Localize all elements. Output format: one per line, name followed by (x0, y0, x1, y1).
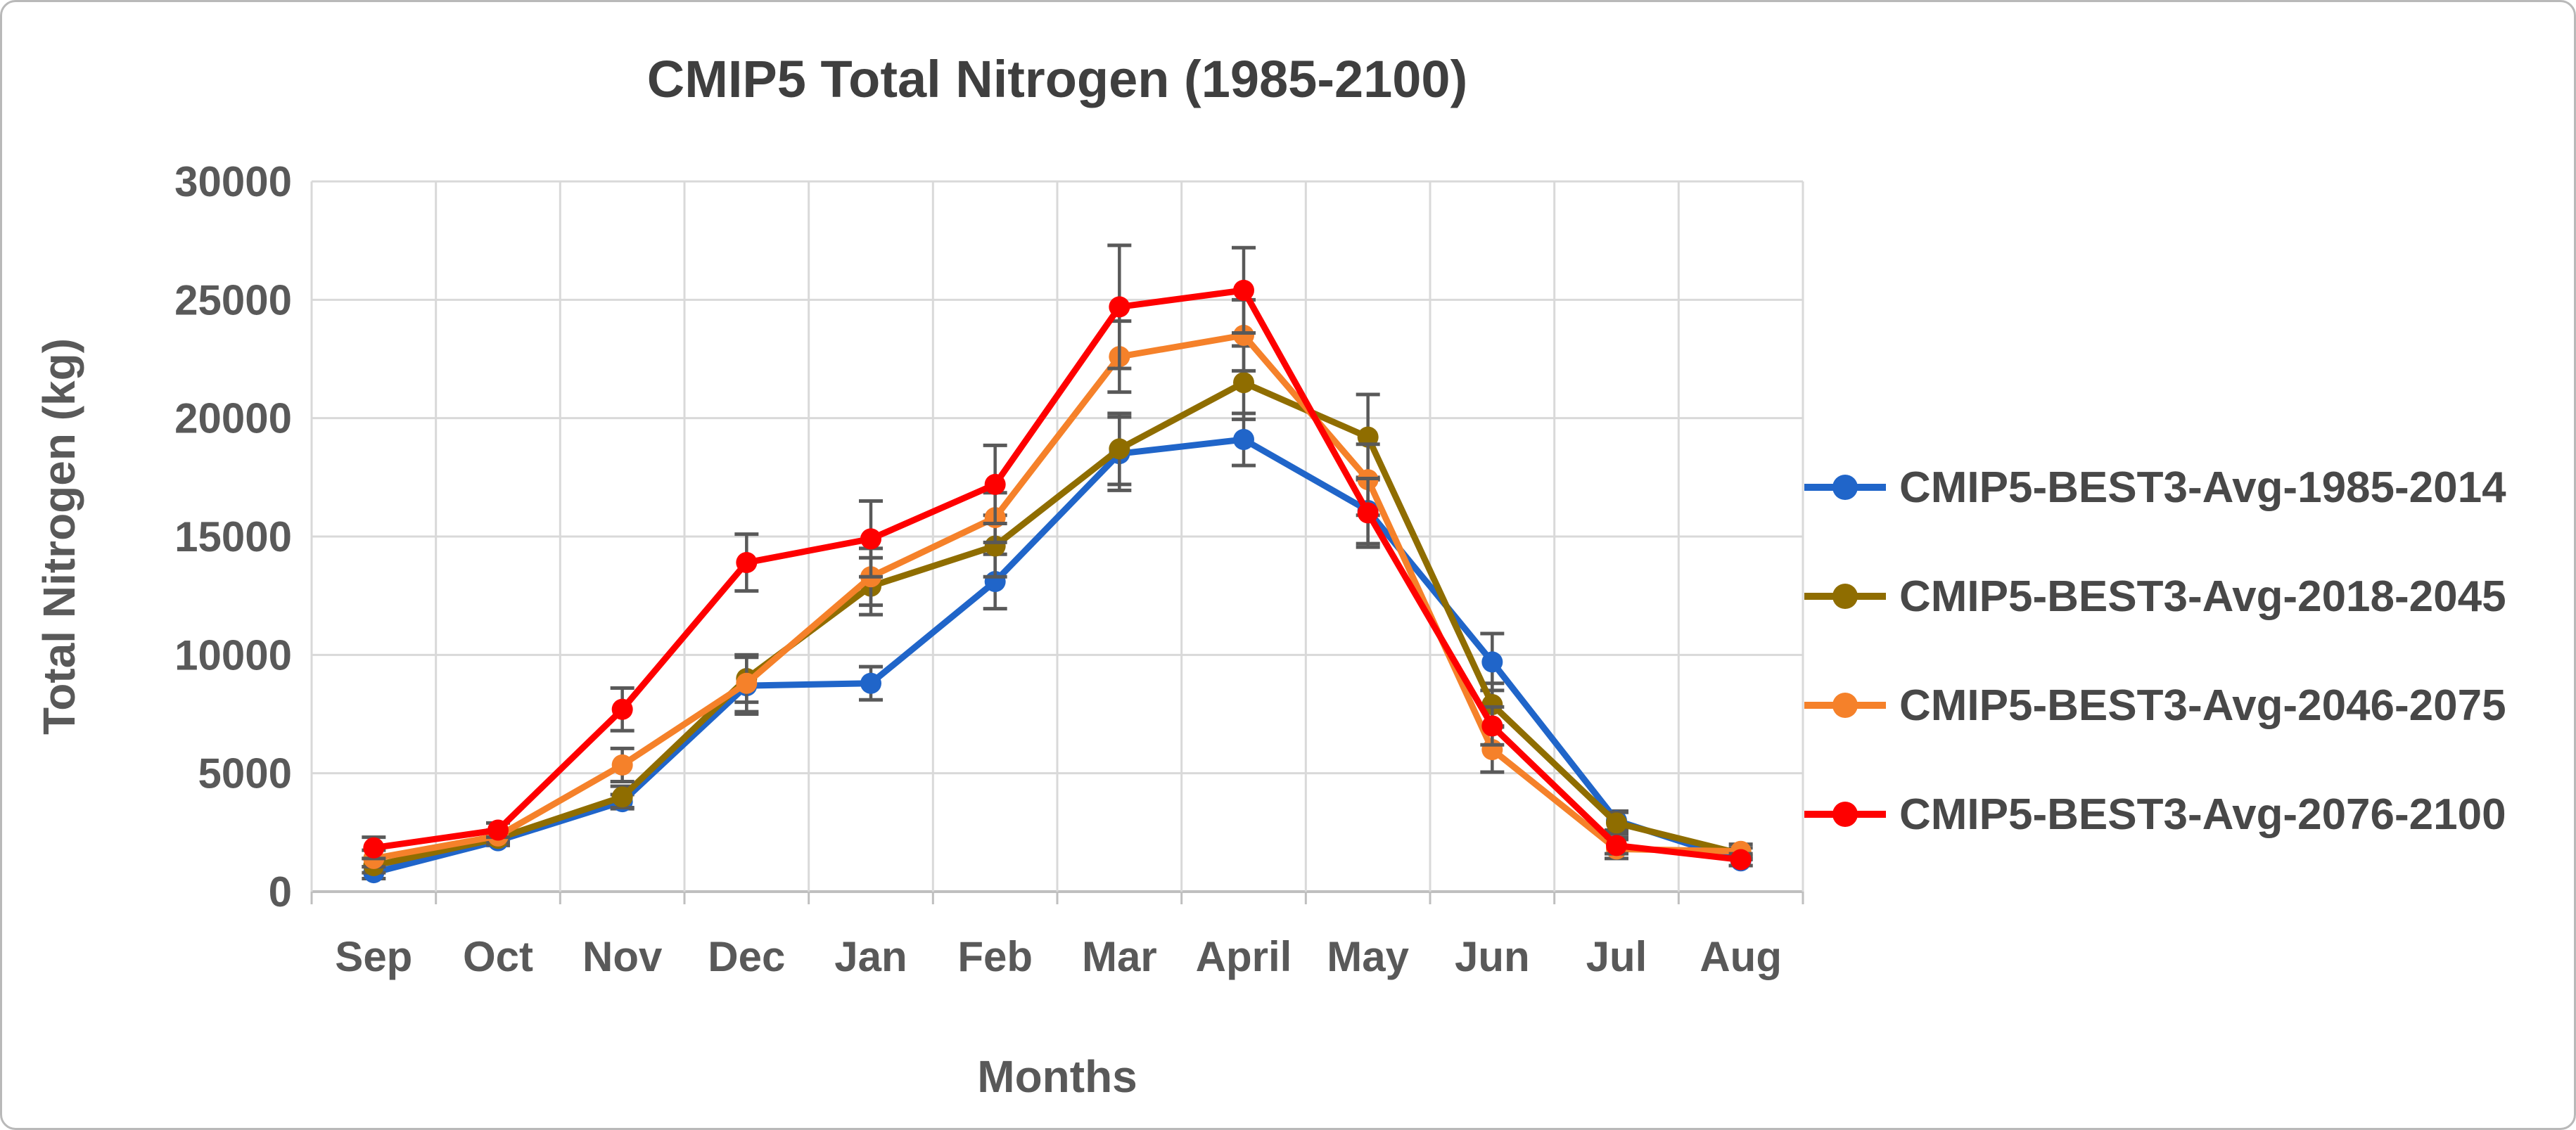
data-point-marker (1730, 849, 1752, 871)
data-point-marker (736, 552, 758, 574)
legend-item: CMIP5-BEST3-Avg-1985-2014 (1804, 463, 2506, 512)
data-point-marker (984, 473, 1006, 495)
data-point-marker (1481, 694, 1503, 716)
legend-marker-dot (1832, 475, 1858, 500)
y-tick-label: 15000 (174, 513, 292, 560)
chart-title: CMIP5 Total Nitrogen (1985-2100) (647, 50, 1467, 108)
data-point-marker (1357, 502, 1379, 524)
y-axis-tick-labels: 0 5000 10000 15000 20000 25000 30000 (174, 158, 292, 916)
x-tick-label: Nov (582, 933, 663, 980)
x-tick-label: Jan (834, 933, 907, 980)
data-point-marker (1357, 426, 1379, 448)
legend-marker-dot (1832, 584, 1858, 609)
x-tick-label: Sep (335, 933, 412, 980)
legend-item-label: CMIP5-BEST3-Avg-2018-2045 (1899, 572, 2506, 621)
x-tick-label: Oct (463, 933, 533, 980)
data-point-marker (1233, 324, 1254, 346)
data-point-marker (1481, 651, 1503, 673)
legend-item-label: CMIP5-BEST3-Avg-1985-2014 (1899, 463, 2506, 512)
legend-marker-dot (1832, 693, 1858, 718)
x-tick-label: Jul (1586, 933, 1647, 980)
x-axis-tick-labels: Sep Oct Nov Dec Jan Feb Mar April May Jun Jul Aug (335, 933, 1782, 980)
data-point-marker (611, 698, 633, 720)
series-CMIP5-BEST3-Avg-2076-2100 (362, 243, 1753, 871)
legend-item: CMIP5-BEST3-Avg-2046-2075 (1804, 681, 2506, 730)
data-point-marker (1109, 296, 1130, 318)
y-tick-label: 5000 (198, 750, 292, 797)
data-point-marker (487, 819, 509, 841)
x-tick-label: May (1327, 933, 1409, 980)
x-tick-label: Mar (1082, 933, 1157, 980)
legend-marker-dot (1832, 802, 1858, 827)
legend-item-label: CMIP5-BEST3-Avg-2046-2075 (1899, 681, 2506, 730)
series-line (370, 332, 1745, 862)
x-tick-label: Dec (708, 933, 785, 980)
x-tick-label: Aug (1700, 933, 1782, 980)
data-point-marker (860, 528, 881, 550)
y-tick-label: 25000 (174, 276, 292, 323)
x-tick-label: April (1196, 933, 1292, 980)
data-point-marker (1233, 372, 1254, 394)
legend-item: CMIP5-BEST3-Avg-2076-2100 (1804, 790, 2506, 839)
legend-item: CMIP5-BEST3-Avg-2018-2045 (1804, 572, 2506, 621)
y-tick-label: 0 (269, 868, 292, 916)
series-line (370, 287, 1745, 863)
x-axis-title: Months (977, 1051, 1137, 1102)
data-point-marker (611, 754, 633, 776)
x-tick-label: Feb (957, 933, 1033, 980)
data-point-marker (1109, 438, 1130, 460)
y-axis-title: Total Nitrogen (kg) (34, 338, 84, 735)
data-point-marker (1233, 428, 1254, 450)
data-point-marker (736, 672, 758, 694)
data-point-marker (363, 837, 385, 859)
y-tick-label: 30000 (174, 158, 292, 205)
data-point-marker (1606, 835, 1627, 856)
series-layer (362, 243, 1753, 884)
x-tick-label: Jun (1455, 933, 1530, 980)
y-tick-label: 10000 (174, 631, 292, 679)
legend-item-label: CMIP5-BEST3-Avg-2076-2100 (1899, 790, 2506, 839)
data-point-marker (1606, 812, 1627, 834)
series-line (370, 436, 1745, 876)
data-point-marker (611, 786, 633, 808)
data-point-marker (1481, 715, 1503, 737)
series-line (370, 379, 1745, 869)
legend: CMIP5-BEST3-Avg-1985-2014 CMIP5-BEST3-Avg… (1804, 463, 2506, 839)
y-tick-label: 20000 (174, 395, 292, 442)
gridlines (310, 180, 1804, 904)
data-point-marker (1233, 279, 1254, 301)
data-point-marker (860, 672, 881, 694)
